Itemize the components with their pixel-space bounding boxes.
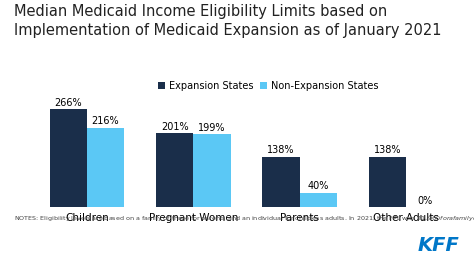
Text: 0%: 0% [417,196,432,206]
Bar [50,109,87,207]
Text: NOTES: Eligibility levels are based on a family of three for parents and an indi: NOTES: Eligibility levels are based on a… [14,214,474,223]
Text: 266%: 266% [55,98,82,108]
Bar [369,157,406,207]
Text: 216%: 216% [92,116,119,126]
Text: Median Medicaid Income Eligibility Limits based on
Implementation of Medicaid Ex: Median Medicaid Income Eligibility Limit… [14,4,442,38]
Bar [300,193,337,207]
Bar [156,133,193,207]
Text: 201%: 201% [161,122,189,132]
Bar [193,134,230,207]
Text: 40%: 40% [308,181,329,191]
Text: 138%: 138% [374,145,401,155]
Text: 199%: 199% [198,123,226,132]
Text: 138%: 138% [267,145,295,155]
Bar [263,157,300,207]
Bar [87,128,124,207]
Legend: Expansion States, Non-Expansion States: Expansion States, Non-Expansion States [154,77,383,95]
Text: KFF: KFF [418,236,460,255]
